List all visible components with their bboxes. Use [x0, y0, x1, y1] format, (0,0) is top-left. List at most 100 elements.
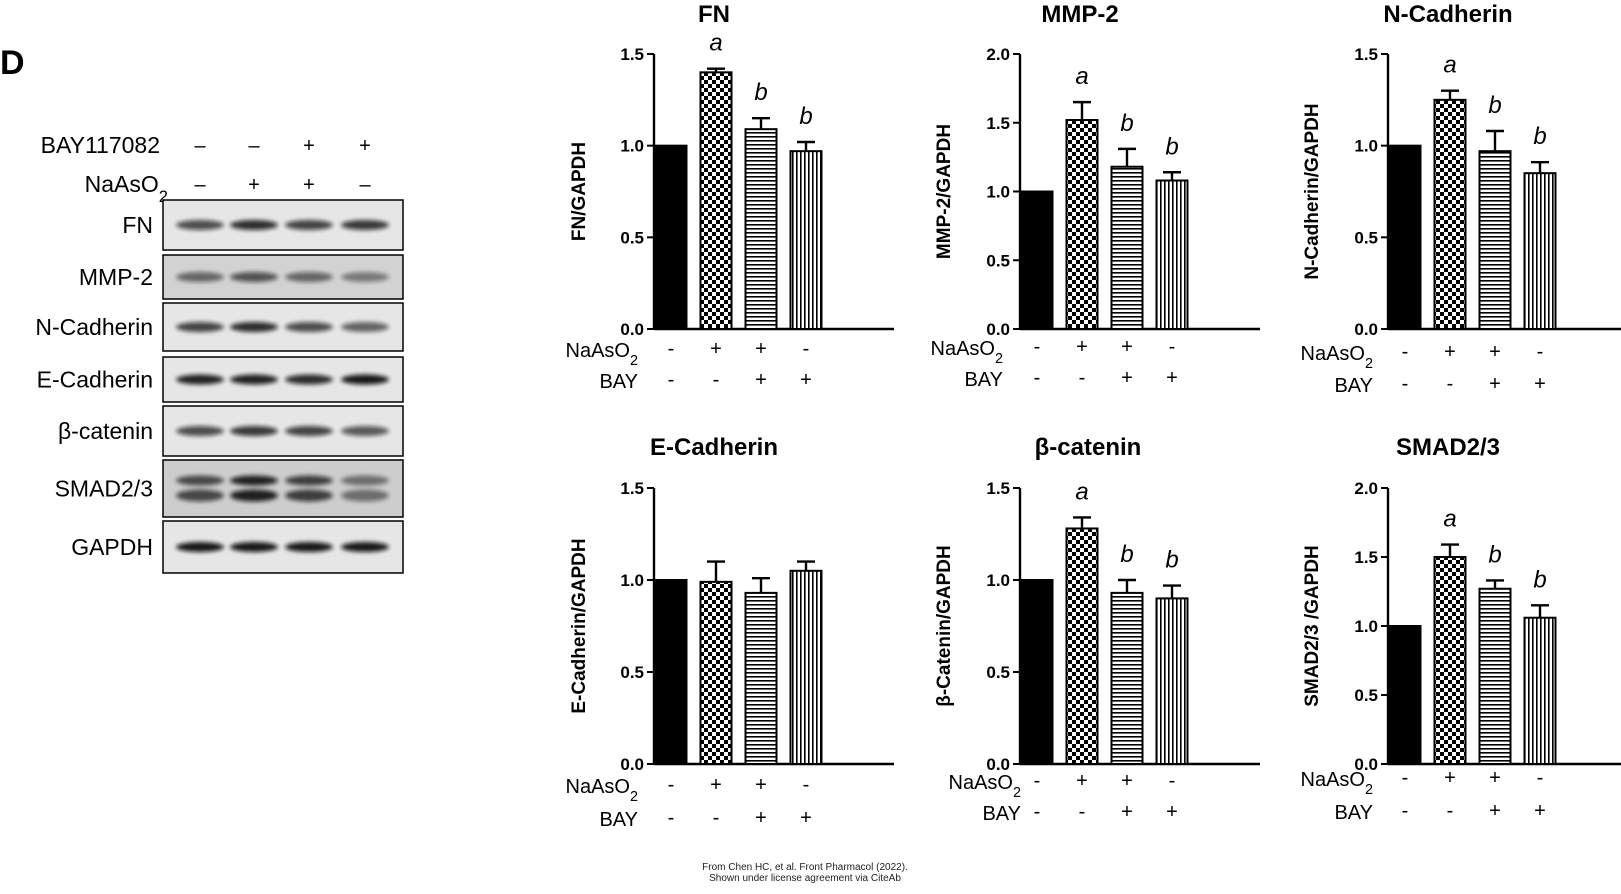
condition-sign: -: [668, 338, 675, 360]
blot-band: [176, 374, 224, 385]
bar: [1388, 144, 1422, 330]
western-blot: BAY117082 – – + + NaAsO2 – + + – FN MMP-2 N-Cadherin…: [35, 132, 404, 574]
condition-sign: -: [1447, 800, 1454, 822]
blot-band-label: MMP-2: [79, 264, 153, 290]
condition-sign: -: [803, 338, 810, 360]
blot-band: [341, 272, 389, 282]
condition-sign: -: [1169, 770, 1176, 792]
condition-sign: -: [1402, 341, 1409, 363]
condition-sign: +: [1121, 770, 1133, 792]
blot-band-label: N-Cadherin: [35, 314, 153, 340]
condition-sign: +: [1076, 770, 1088, 792]
subscript: 2: [1365, 782, 1373, 798]
condition-label: BAY: [982, 803, 1021, 825]
bar: [1020, 190, 1054, 330]
y-tick-label: 1.5: [1354, 548, 1378, 567]
blot-band-label: FN: [122, 212, 153, 238]
condition-sign: +: [1166, 367, 1178, 389]
bar: [744, 128, 778, 330]
y-tick-label: 1.5: [986, 114, 1010, 133]
condition-sign: -: [713, 369, 720, 391]
y-tick-label: 1.0: [1354, 617, 1378, 636]
blot-treatment-sign: +: [303, 135, 315, 157]
blot-band: [341, 322, 389, 332]
y-tick-label: 2.0: [1354, 479, 1378, 498]
condition-sign: -: [668, 774, 675, 796]
condition-sign: +: [1444, 341, 1456, 363]
subscript: 2: [630, 353, 638, 369]
blot-band: [285, 220, 333, 230]
y-tick-label: 1.0: [620, 137, 644, 156]
blot-treatment-sign: +: [303, 174, 315, 196]
chart-title: β-catenin: [1035, 434, 1142, 461]
bar: [1388, 625, 1422, 765]
blot-band: [341, 475, 389, 486]
bar: [1478, 150, 1512, 330]
blot-treatment-sign: –: [194, 135, 206, 157]
y-tick-label: 0.0: [1354, 755, 1378, 774]
bar-chart-3: N-Cadherin N-Cadherin/GAPDH 0.0 0.5 1.0 1.5 a b…: [1301, 1, 1621, 397]
y-axis-label: SMAD2/3 /GAPDH: [1302, 545, 1323, 707]
blot-strip: [162, 459, 404, 518]
bar: [1020, 579, 1054, 765]
significance-label: b: [754, 79, 767, 106]
condition-label: BAY: [1334, 375, 1373, 397]
blot-band: [341, 220, 389, 230]
significance-label: b: [799, 103, 812, 130]
chart-title: MMP-2: [1041, 1, 1118, 28]
condition-label: NaAsO2: [949, 772, 1021, 801]
condition-sign: +: [710, 338, 722, 360]
condition-sign: -: [803, 774, 810, 796]
blot-treatment-sign: +: [248, 174, 260, 196]
blot-band: [230, 374, 278, 385]
significance-label: b: [1120, 110, 1133, 137]
condition-sign: +: [755, 774, 767, 796]
condition-sign: -: [668, 807, 675, 829]
condition-sign: -: [1402, 800, 1409, 822]
blot-band-label: β-catenin: [58, 418, 153, 444]
condition-sign: +: [1489, 341, 1501, 363]
bar: [1065, 119, 1099, 330]
significance-label: b: [1165, 547, 1178, 574]
blot-band: [285, 322, 333, 332]
y-tick-label: 0.5: [1354, 228, 1378, 247]
significance-label: b: [1165, 133, 1178, 160]
blot-band: [176, 322, 224, 332]
condition-sign: +: [1444, 767, 1456, 789]
condition-sign: +: [1534, 373, 1546, 395]
blot-band: [341, 542, 389, 552]
significance-label: b: [1488, 541, 1501, 568]
bar: [789, 150, 823, 330]
blot-band: [230, 426, 278, 436]
bar: [1110, 591, 1144, 765]
subscript: 2: [995, 351, 1003, 367]
y-tick-label: 0.0: [986, 320, 1010, 339]
condition-label: BAY: [1334, 802, 1373, 824]
blot-band-label: E-Cadherin: [37, 367, 153, 393]
significance-label: a: [1075, 63, 1088, 90]
condition-label: NaAsO2: [931, 338, 1003, 367]
bar: [699, 71, 733, 330]
bar-chart-1: FN FN/GAPDH 0.0 0.5 1.0 1.5 a b b NaAsO2 - + + - BAY - -…: [566, 1, 894, 393]
condition-sign: +: [755, 338, 767, 360]
significance-label: b: [1120, 541, 1133, 568]
blot-band: [176, 426, 224, 436]
condition-sign: -: [1402, 767, 1409, 789]
bar: [1155, 597, 1189, 766]
bar-chart-2: MMP-2 MMP-2/GAPDH 0.0 0.5 1.0 1.5 2.0 a b b NaAsO2…: [931, 1, 1260, 391]
condition-label: NaAsO2: [1301, 769, 1373, 798]
condition-sign: -: [1402, 373, 1409, 395]
bar-chart-6: SMAD2/3 SMAD2/3 /GAPDH 0.0 0.5 1.0 1.5 2.0 a b b N…: [1301, 434, 1621, 824]
condition-sign: +: [1166, 801, 1178, 823]
blot-band: [230, 475, 278, 486]
blot-band: [341, 489, 389, 502]
significance-label: a: [1075, 478, 1088, 505]
condition-sign: -: [668, 369, 675, 391]
chart-title: FN: [698, 1, 730, 28]
blot-band: [230, 322, 278, 332]
condition-label: NaAsO2: [566, 340, 638, 369]
condition-sign: -: [1034, 801, 1041, 823]
y-tick-label: 1.0: [986, 571, 1010, 590]
bar: [699, 580, 733, 766]
